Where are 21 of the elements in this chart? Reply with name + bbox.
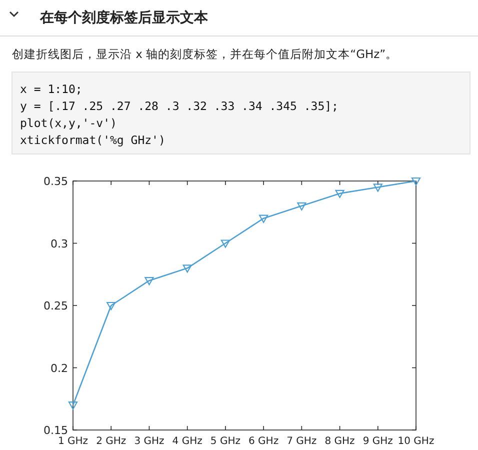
text: plot(x,y,'-v') [20,116,117,130]
x-tick-label: 8 GHz [324,436,355,447]
y-tick-label: 0.15 [44,424,68,437]
text: xtickformat('%g GHz') [20,133,166,147]
y-tick-label: 0.3 [50,237,68,250]
x-tick-label: 2 GHz [96,436,126,447]
x-tick-label: 7 GHz [286,436,317,447]
x-tick-label: 6 GHz [248,436,279,447]
x-tick-label: 5 GHz [210,436,240,447]
x-tick-label: 3 GHz [134,436,164,447]
x-tick-label: 4 GHz [172,436,202,447]
y-tick-label: 0.35 [44,175,68,188]
text: y = [.17 .25 .27 .28 .3 .32 .33 .34 .345 .35]; [20,99,338,113]
x-tick-label: 10 GHz [398,436,434,447]
chart-title: 在每个刻度标签后显示文本 [39,9,209,26]
chart-subtitle: 创建折线图后，显示沿 x 轴的刻度标签，并在每个值后附加文本“GHz”。 [12,47,398,61]
y-tick-label: 0.2 [50,362,68,375]
x-tick-label: 1 GHz [58,436,88,447]
y-tick-label: 0.25 [44,300,68,312]
text: x = 1:10; [20,82,82,96]
x-tick-label: 9 GHz [362,436,393,447]
